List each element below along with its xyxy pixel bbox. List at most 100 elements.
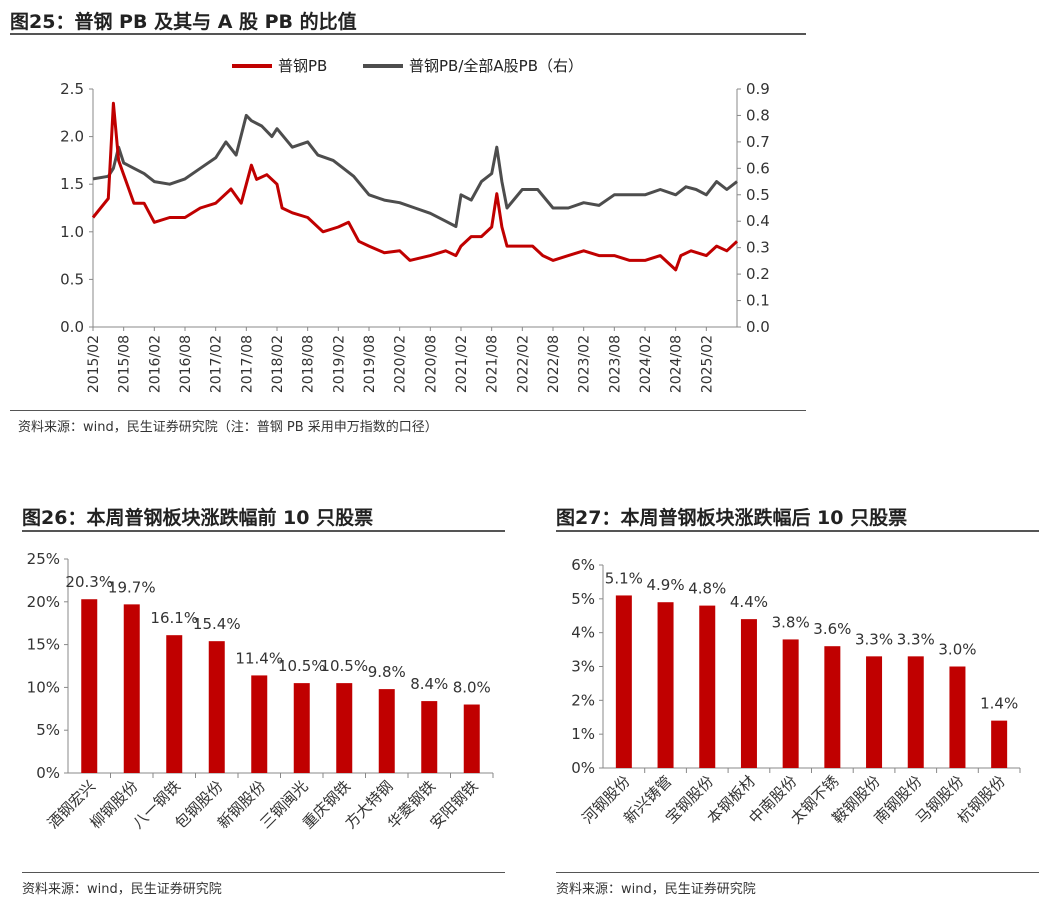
bar-7 <box>907 656 924 768</box>
bar-4 <box>782 639 799 768</box>
data-label-8: 8.4% <box>410 675 448 693</box>
bar-7 <box>378 689 395 773</box>
x-tick-label: 2018/08 <box>301 335 317 393</box>
x-tick-label: 2019/08 <box>362 335 378 393</box>
x-tick-label: 2024/08 <box>669 335 685 393</box>
legend-label-1: 普钢PB/全部A股PB（右） <box>409 57 583 75</box>
figure-27-title-rule <box>556 530 1039 532</box>
data-label-6: 3.3% <box>855 630 893 648</box>
data-label-3: 4.4% <box>730 593 768 611</box>
bar-3 <box>740 619 757 768</box>
x-tick-label: 2022/02 <box>515 335 531 393</box>
y-tick-label: 3% <box>571 658 595 676</box>
bar-4 <box>251 675 268 773</box>
left-tick-label: 1.5 <box>60 175 84 193</box>
y-tick-label: 0% <box>36 764 60 782</box>
legend-label-0: 普钢PB <box>278 57 327 75</box>
right-tick-label: 0.7 <box>746 133 770 151</box>
right-tick-label: 0.4 <box>746 212 770 230</box>
left-tick-label: 2.0 <box>60 128 84 146</box>
bar-3 <box>208 641 225 773</box>
bar-0 <box>615 595 632 768</box>
x-tick-label: 2021/02 <box>454 335 470 393</box>
x-tick-label: 2021/08 <box>485 335 501 393</box>
bar-2 <box>166 635 183 773</box>
bar-9 <box>991 720 1008 768</box>
data-label-7: 3.3% <box>897 630 935 648</box>
x-tick-label: 2015/08 <box>117 335 133 393</box>
data-label-9: 8.0% <box>453 679 491 697</box>
bar-8 <box>949 666 966 768</box>
x-tick-label: 2017/02 <box>209 335 225 393</box>
data-label-3: 15.4% <box>193 615 241 633</box>
y-tick-label: 25% <box>27 550 60 568</box>
figure-25-source: 资料来源：wind，民生证券研究院（注：普钢 PB 采用申万指数的口径） <box>18 420 438 435</box>
data-label-6: 10.5% <box>320 657 368 675</box>
x-tick-label: 2023/02 <box>577 335 593 393</box>
y-tick-label: 1% <box>571 725 595 743</box>
x-tick-label: 2023/08 <box>607 335 623 393</box>
right-tick-label: 0.0 <box>746 318 770 336</box>
data-label-8: 3.0% <box>938 641 976 659</box>
right-tick-label: 0.6 <box>746 159 770 177</box>
left-tick-label: 0.0 <box>60 318 84 336</box>
x-tick-label: 2016/08 <box>178 335 194 393</box>
bar-2 <box>699 605 716 768</box>
bar-1 <box>123 604 140 773</box>
data-label-0: 20.3% <box>65 573 113 591</box>
figure-25-source-rule <box>10 410 806 411</box>
figure-26-title-rule <box>22 530 505 532</box>
x-tick-label: 2016/02 <box>147 335 163 393</box>
x-tick-label: 2015/02 <box>86 335 102 393</box>
right-tick-label: 0.9 <box>746 80 770 98</box>
data-label-1: 19.7% <box>108 578 156 596</box>
figure-25-title-rule <box>10 33 806 35</box>
x-tick-label: 2017/08 <box>239 335 255 393</box>
x-tick-label: 2020/08 <box>423 335 439 393</box>
right-tick-label: 0.2 <box>746 265 770 283</box>
figure-26-source-rule <box>22 872 505 873</box>
figure-27-source: 资料来源：wind，民生证券研究院 <box>556 882 756 897</box>
x-tick-label: 2024/02 <box>638 335 654 393</box>
data-label-4: 11.4% <box>235 649 283 667</box>
bar-8 <box>421 701 438 773</box>
data-label-4: 3.8% <box>772 613 810 631</box>
bar-9 <box>463 704 480 773</box>
x-tick-label: 2022/08 <box>546 335 562 393</box>
y-tick-label: 6% <box>571 556 595 574</box>
figure-27-source-rule <box>556 872 1039 873</box>
y-tick-label: 20% <box>27 593 60 611</box>
y-tick-label: 10% <box>27 678 60 696</box>
left-tick-label: 1.0 <box>60 223 84 241</box>
bar-5 <box>293 683 310 773</box>
data-label-2: 16.1% <box>150 609 198 627</box>
left-tick-label: 0.5 <box>60 270 84 288</box>
bar-6 <box>336 683 353 773</box>
y-tick-label: 2% <box>571 691 595 709</box>
bar-6 <box>866 656 883 768</box>
data-label-7: 9.8% <box>368 663 406 681</box>
figure-26-source: 资料来源：wind，民生证券研究院 <box>22 882 222 897</box>
bar-1 <box>657 602 674 768</box>
right-tick-label: 0.8 <box>746 106 770 124</box>
data-label-1: 4.9% <box>646 576 684 594</box>
data-label-5: 10.5% <box>278 657 326 675</box>
series-line-pb-ratio <box>92 113 738 228</box>
x-tick-label: 2025/02 <box>699 335 715 393</box>
right-tick-label: 0.3 <box>746 239 770 257</box>
data-label-0: 5.1% <box>605 569 643 587</box>
y-tick-label: 5% <box>571 590 595 608</box>
right-tick-label: 0.1 <box>746 292 770 310</box>
figure-27-title: 图27：本周普钢板块涨跌幅后 10 只股票 <box>556 507 908 529</box>
y-tick-label: 4% <box>571 624 595 642</box>
left-tick-label: 2.5 <box>60 80 84 98</box>
series-line-pb <box>91 101 739 272</box>
y-tick-label: 0% <box>571 759 595 777</box>
figure-26-title: 图26：本周普钢板块涨跌幅前 10 只股票 <box>22 507 374 529</box>
y-tick-label: 15% <box>27 636 60 654</box>
bar-5 <box>824 646 841 768</box>
x-tick-label: 2020/02 <box>393 335 409 393</box>
